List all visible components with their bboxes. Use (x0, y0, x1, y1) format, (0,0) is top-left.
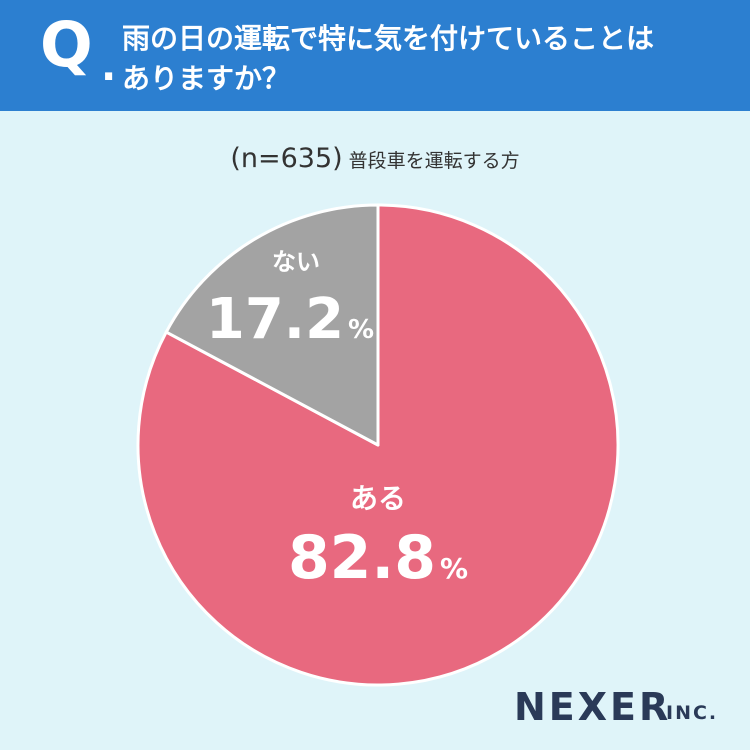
question-line-2: ありますか？ (122, 62, 291, 95)
question-header: Q . 雨の日の運転で特に気を付けていることは ありますか？ (0, 0, 750, 111)
nexer-logo: NEXER (514, 685, 672, 729)
slice-no-value: 17.2% (206, 287, 374, 352)
respondent-group: 普段車を運転する方 (348, 150, 520, 172)
slice-yes-number: 82.8 (288, 523, 436, 593)
slice-no-number: 17.2 (206, 287, 344, 352)
pie-slice-no (164, 203, 380, 447)
sample-size: (n=635) (230, 143, 343, 174)
sample-subtitle: (n=635) 普段車を運転する方 (0, 143, 750, 174)
q-mark: Q (40, 8, 93, 81)
slice-no-label: ない (272, 248, 320, 276)
slice-yes-unit: % (440, 552, 468, 585)
q-dot: . (101, 44, 117, 90)
slice-yes-value: 82.8% (288, 523, 468, 593)
slice-no-unit: % (348, 315, 374, 345)
question-text: 雨の日の運転で特に気を付けていることは ありますか？ (122, 19, 722, 99)
pie-slice-yes (136, 203, 620, 687)
slice-yes-label: ある (350, 482, 406, 515)
nexer-logo-suffix: INC. (666, 702, 719, 724)
question-line-1: 雨の日の運転で特に気を付けていることは (122, 22, 655, 55)
